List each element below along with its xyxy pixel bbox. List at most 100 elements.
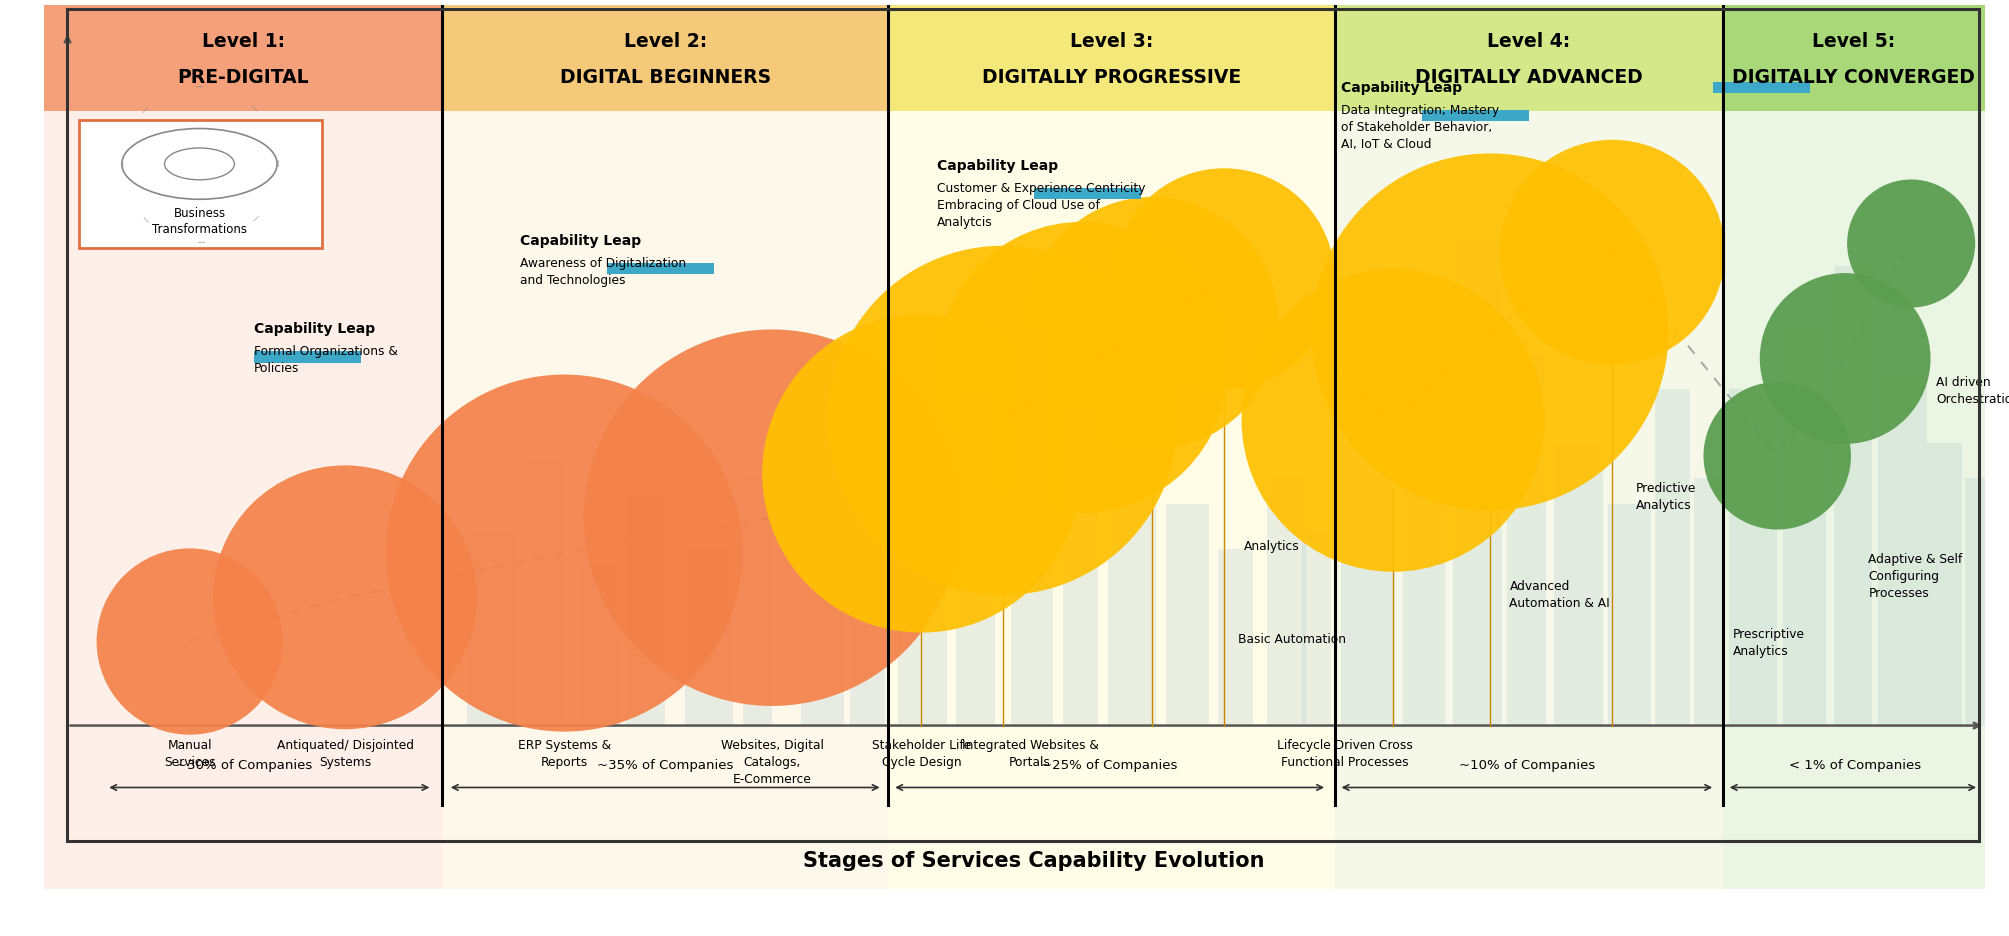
Text: Capability Leap: Capability Leap	[936, 159, 1059, 173]
Text: ~35% of Companies: ~35% of Companies	[597, 758, 733, 771]
Text: |: |	[251, 215, 257, 222]
Ellipse shape	[386, 374, 743, 732]
Text: ~25% of Companies: ~25% of Companies	[1041, 758, 1177, 771]
Text: Level 3:: Level 3:	[1071, 33, 1153, 51]
Bar	[1165, 505, 1209, 725]
Bar	[1268, 478, 1306, 725]
Ellipse shape	[761, 314, 1081, 633]
Bar	[468, 531, 516, 725]
Bar	[1334, 110, 1724, 889]
Bar	[1965, 478, 1985, 725]
Text: |: |	[251, 106, 257, 112]
Bar	[44, 5, 442, 110]
Bar	[579, 566, 621, 725]
Bar	[1655, 389, 1690, 725]
Ellipse shape	[936, 222, 1227, 513]
Bar	[253, 351, 360, 363]
Bar	[442, 110, 888, 889]
Bar	[1422, 110, 1529, 122]
Bar	[1011, 328, 1053, 725]
Bar	[1927, 443, 1961, 725]
Text: Manual
Services: Manual Services	[165, 739, 215, 768]
Ellipse shape	[585, 329, 960, 706]
Ellipse shape	[1113, 168, 1334, 389]
Text: Analytics: Analytics	[1244, 540, 1300, 553]
Bar	[888, 110, 1334, 889]
Bar	[1555, 443, 1603, 725]
Bar	[850, 513, 884, 725]
Bar	[1834, 266, 1872, 725]
Bar	[1217, 548, 1254, 725]
Bar	[1402, 301, 1444, 725]
Text: |: |	[141, 215, 149, 222]
Bar	[1302, 531, 1330, 725]
FancyBboxPatch shape	[78, 120, 321, 248]
Text: Antiquated/ Disjointed
Systems: Antiquated/ Disjointed Systems	[277, 739, 414, 768]
Text: Level 2:: Level 2:	[623, 33, 707, 51]
Text: Integrated Websites &
Portals: Integrated Websites & Portals	[962, 739, 1099, 768]
Text: Awareness of Digitalization
and Technologies: Awareness of Digitalization and Technolo…	[520, 256, 685, 286]
Text: Prescriptive
Analytics: Prescriptive Analytics	[1732, 628, 1804, 658]
Text: Predictive
Analytics: Predictive Analytics	[1635, 482, 1696, 512]
Bar	[1340, 416, 1394, 725]
Bar	[1609, 505, 1651, 725]
Bar	[1878, 372, 1927, 725]
Text: Level 4:: Level 4:	[1487, 33, 1571, 51]
Text: Adaptive & Self
Configuring
Processes: Adaptive & Self Configuring Processes	[1868, 553, 1963, 600]
Text: Data Integration; Mastery
of Stakeholder Behavior,
AI, IoT & Cloud: Data Integration; Mastery of Stakeholder…	[1340, 104, 1499, 151]
Bar	[1334, 5, 1724, 110]
Text: Stakeholder Life
Cycle Design: Stakeholder Life Cycle Design	[872, 739, 970, 768]
Ellipse shape	[1760, 273, 1931, 444]
Text: Websites, Digital
Catalogs,
E-Commerce: Websites, Digital Catalogs, E-Commerce	[721, 739, 824, 786]
Ellipse shape	[96, 548, 283, 735]
Text: Advanced
Automation & AI: Advanced Automation & AI	[1509, 579, 1609, 609]
Bar	[956, 389, 994, 725]
Text: DIGITALLY ADVANCED: DIGITALLY ADVANCED	[1414, 67, 1643, 87]
Ellipse shape	[1846, 180, 1975, 308]
Bar	[442, 5, 888, 110]
Bar	[607, 263, 713, 274]
Bar	[743, 478, 771, 725]
Text: < 1% of Companies: < 1% of Companies	[1788, 758, 1921, 771]
Bar	[627, 495, 665, 725]
Text: DIGITALLY CONVERGED: DIGITALLY CONVERGED	[1732, 67, 1975, 87]
Text: Level 5:: Level 5:	[1812, 33, 1896, 51]
Text: Customer & Experience Centricity
Embracing of Cloud Use of
Analytcis: Customer & Experience Centricity Embraci…	[936, 182, 1145, 228]
Text: |: |	[121, 160, 123, 168]
Bar	[1507, 354, 1547, 725]
Bar	[44, 110, 442, 889]
Text: AI driven
Orchestration: AI driven Orchestration	[1937, 376, 2009, 406]
Text: ~10% of Companies: ~10% of Companies	[1459, 758, 1595, 771]
Bar	[802, 584, 844, 725]
Bar	[1728, 389, 1778, 725]
Ellipse shape	[1242, 269, 1545, 572]
Text: ERP Systems &
Reports: ERP Systems & Reports	[518, 739, 611, 768]
Bar	[528, 461, 565, 725]
Bar	[898, 478, 946, 725]
Text: DIGITALLY PROGRESSIVE: DIGITALLY PROGRESSIVE	[982, 67, 1242, 87]
Bar	[685, 548, 733, 725]
Text: Formal Organizations &
Policies: Formal Organizations & Policies	[253, 345, 398, 375]
Text: Stages of Services Capability Evolution: Stages of Services Capability Evolution	[804, 851, 1266, 870]
Ellipse shape	[1499, 139, 1726, 365]
Bar	[1453, 239, 1501, 725]
Text: |: |	[141, 106, 149, 112]
Text: Level 1:: Level 1:	[201, 33, 285, 51]
Text: DIGITAL BEGINNERS: DIGITAL BEGINNERS	[561, 67, 771, 87]
Ellipse shape	[828, 246, 1177, 595]
Text: |: |	[197, 85, 203, 87]
Ellipse shape	[1027, 197, 1278, 449]
Text: Capability Leap: Capability Leap	[520, 234, 641, 248]
Bar	[1784, 328, 1826, 725]
Text: Business
Transformations: Business Transformations	[153, 208, 247, 237]
Bar	[1724, 5, 1985, 110]
Text: ~30% of Companies: ~30% of Companies	[177, 758, 311, 771]
Text: Lifecycle Driven Cross
Functional Processes: Lifecycle Driven Cross Functional Proces…	[1276, 739, 1412, 768]
Text: Capability Leap: Capability Leap	[1340, 80, 1463, 95]
Ellipse shape	[1312, 154, 1669, 510]
Bar	[1694, 478, 1724, 725]
Bar	[1063, 407, 1099, 725]
Ellipse shape	[1704, 382, 1850, 530]
Bar	[1714, 81, 1810, 93]
Text: |: |	[197, 241, 203, 242]
